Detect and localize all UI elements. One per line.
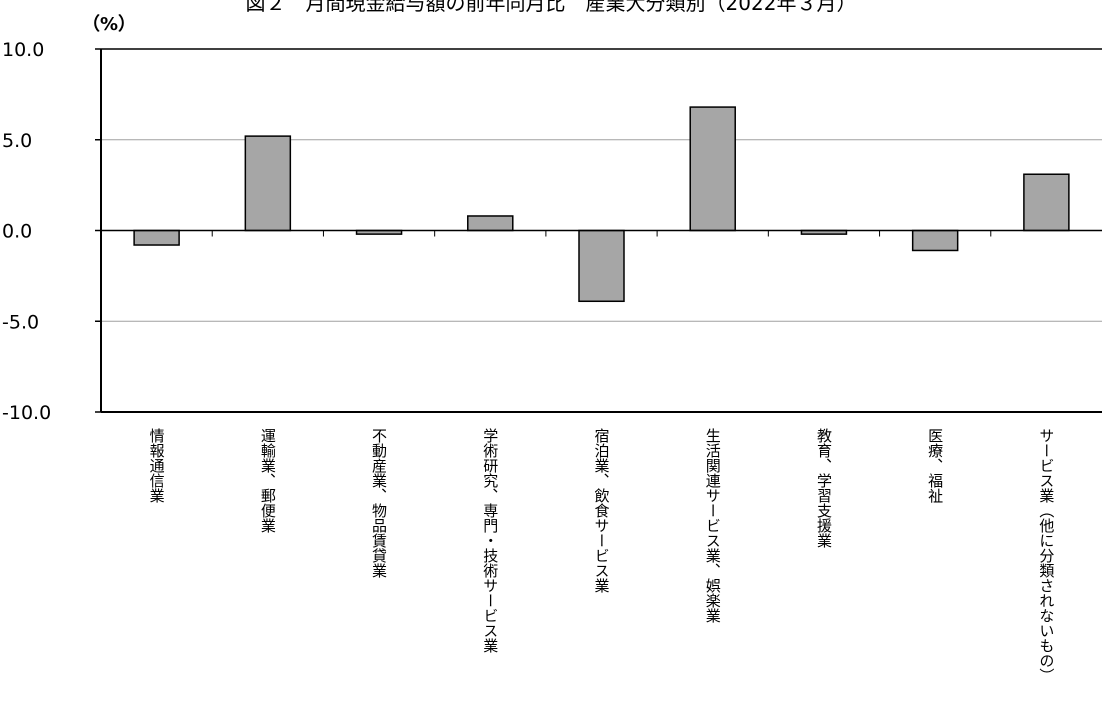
x-tick-label: 医療、福祉 <box>926 428 945 503</box>
x-tick-label: 教育、学習支援業 <box>814 428 833 548</box>
x-tick-label: 生活関連サービス業、娯楽業 <box>703 428 722 623</box>
bar <box>133 229 180 246</box>
bar <box>244 135 292 232</box>
x-tick-label: 学術研究、専門・技術サービス業 <box>481 428 500 653</box>
y-tick-label: 5.0 <box>2 130 32 152</box>
y-tick-label: 10.0 <box>2 39 44 61</box>
x-tick-label: 運輸業、郵便業 <box>258 428 277 533</box>
bar <box>689 106 736 232</box>
x-tick-label: 不動産業、物品賃貸業 <box>370 428 389 578</box>
x-tick-label: 情報通信業 <box>147 428 166 503</box>
x-tick-label: サービス業（他に分類されないもの） <box>1037 428 1056 683</box>
axes <box>95 48 1102 413</box>
bar <box>467 215 514 232</box>
chart-title: 図２ 月間現金給与額の前年同月比 産業大分類別（2022年３月） <box>245 0 857 15</box>
y-tick-label: 0.0 <box>2 221 32 243</box>
bar <box>1023 173 1070 232</box>
x-tick-label: 宿泊業、飲食サービス業 <box>592 428 611 593</box>
y-tick-label: -10.0 <box>2 402 51 424</box>
bar <box>911 229 959 252</box>
bars <box>133 106 1070 303</box>
y-axis-unit: （%） <box>82 14 137 35</box>
bar <box>578 229 625 303</box>
y-tick-labels: 10.0 5.0 0.0 -5.0 -10.0 <box>2 39 51 424</box>
y-tick-label: -5.0 <box>2 311 39 333</box>
